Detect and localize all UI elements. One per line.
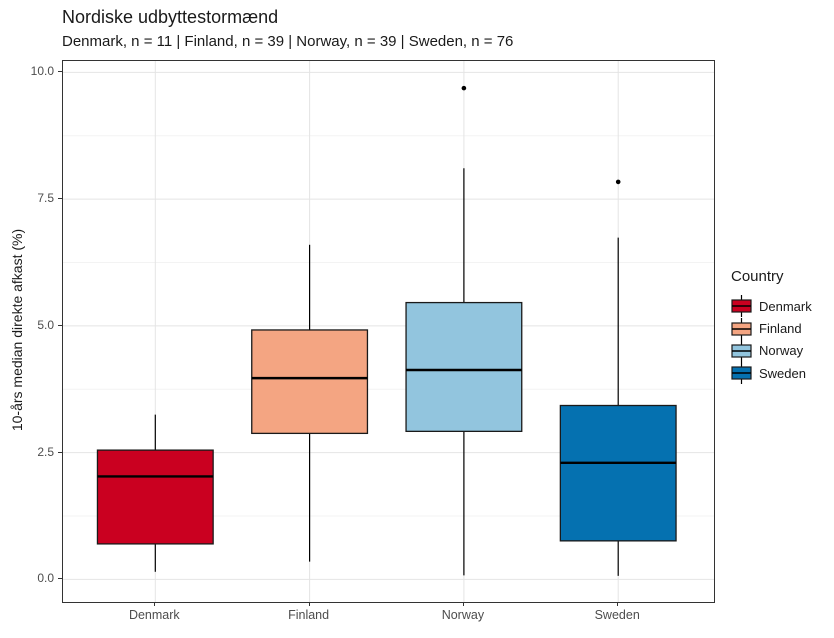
x-tick-label: Norway [441, 608, 485, 622]
iqr-box [559, 404, 677, 542]
outlier-point [615, 179, 621, 185]
x-tick-label: Finland [288, 608, 330, 622]
y-tick-label: 7.5 [37, 191, 54, 206]
legend-item-finland: Finland [731, 317, 833, 340]
x-tick-mark [308, 602, 310, 606]
outlier-point [461, 85, 467, 91]
legend-key-boxplot-icon [731, 362, 752, 385]
iqr-box [96, 449, 214, 545]
x-tick-mark [462, 602, 464, 606]
legend-item-denmark: Denmark [731, 295, 833, 318]
y-tick-label: 5.0 [37, 317, 54, 332]
y-tick-label: 2.5 [37, 444, 54, 459]
legend-label: Denmark [759, 298, 812, 314]
box-sweden [559, 179, 677, 576]
legend-label: Sweden [759, 365, 806, 381]
iqr-box [405, 301, 523, 433]
chart-title: Nordiske udbyttestormænd [62, 7, 279, 27]
legend-title: Country [731, 268, 784, 285]
y-tick-mark [58, 451, 62, 453]
y-tick-label: 0.0 [37, 571, 54, 586]
y-tick-mark [58, 324, 62, 326]
x-tick-mark [617, 602, 619, 606]
iqr-box [251, 329, 369, 435]
box-denmark [96, 414, 214, 572]
legend: Country Denmark Finland [731, 268, 833, 385]
legend-key-boxplot-icon [731, 317, 752, 340]
legend-label: Finland [759, 321, 802, 337]
chart-subtitle: Denmark, n = 11 | Finland, n = 39 | Norw… [62, 33, 514, 50]
legend-key-boxplot-icon [731, 339, 752, 362]
y-tick-mark [58, 578, 62, 580]
y-tick-label: 10.0 [30, 64, 54, 79]
legend-key-boxplot-icon [731, 295, 752, 318]
boxplot-canvas [63, 61, 714, 602]
legend-label: Norway [759, 343, 804, 359]
legend-item-sweden: Sweden [731, 362, 833, 385]
box-finland [251, 244, 369, 562]
y-tick-mark [58, 198, 62, 200]
x-tick-mark [154, 602, 156, 606]
box-norway [405, 85, 523, 576]
legend-item-norway: Norway [731, 339, 833, 362]
plot-panel [62, 60, 715, 603]
x-tick-label: Denmark [128, 608, 180, 622]
x-tick-label: Sweden [594, 608, 640, 622]
y-tick-mark [58, 71, 62, 73]
